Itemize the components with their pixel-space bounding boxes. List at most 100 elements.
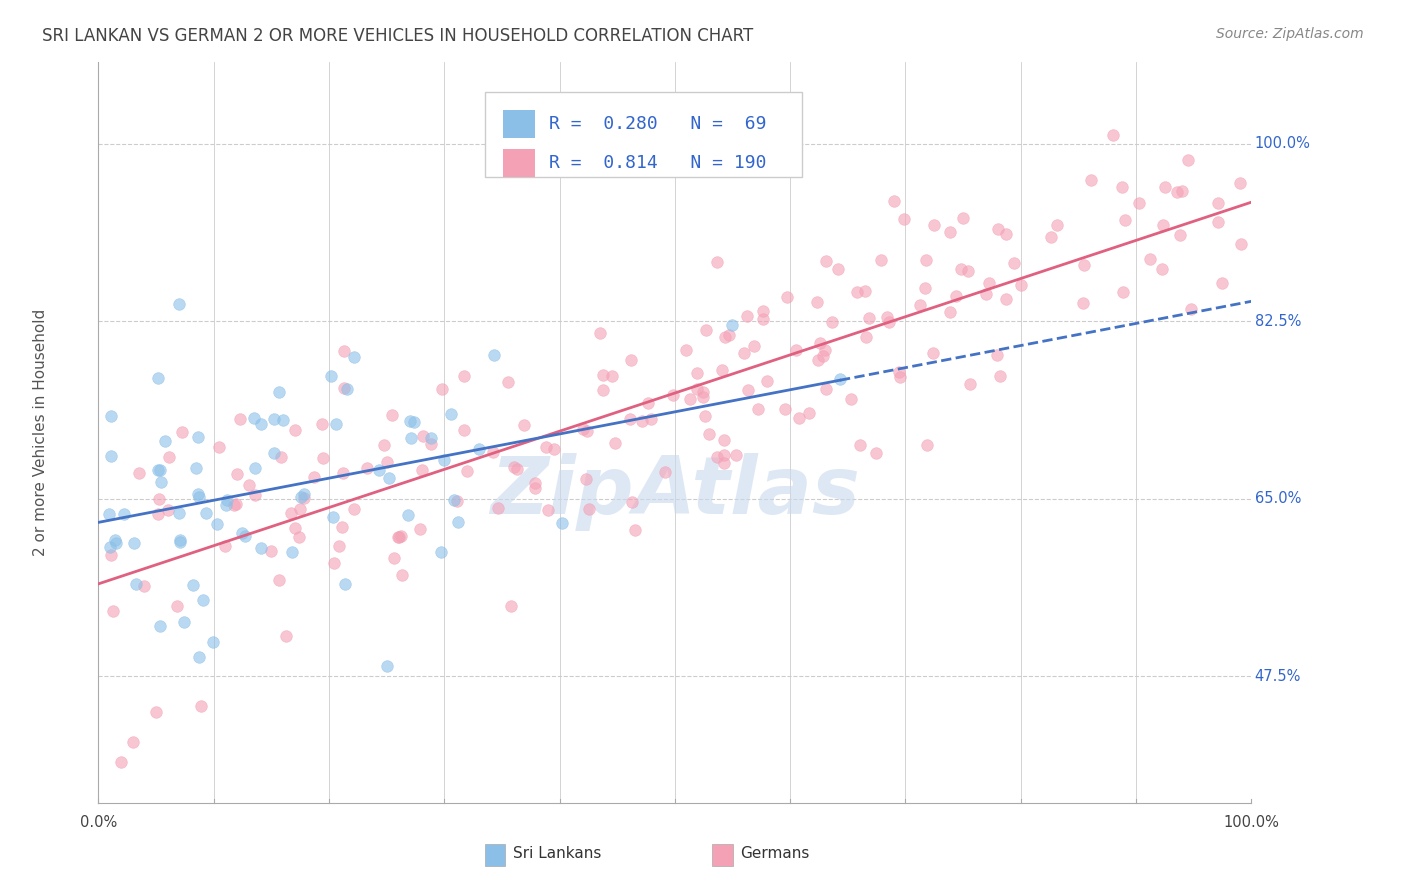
Point [375, 659, 398, 673]
Point [807, 352, 830, 367]
Point [853, 284, 876, 298]
Point [915, 253, 938, 268]
Point [572, 422, 595, 436]
Point [235, 528, 257, 542]
Point [377, 471, 399, 485]
Point [686, 383, 709, 397]
Point [602, 368, 624, 383]
Point [956, 264, 979, 278]
Point [322, 556, 344, 570]
Point [752, 304, 775, 318]
Point [420, 431, 443, 445]
Point [304, 470, 326, 484]
Text: Sri Lankans: Sri Lankans [513, 846, 602, 861]
Point [243, 411, 266, 425]
Point [104, 533, 127, 548]
Point [399, 414, 422, 428]
Point [876, 310, 898, 324]
Point [776, 290, 799, 304]
Point [733, 346, 755, 360]
Point [1112, 285, 1135, 300]
Point [155, 434, 177, 448]
Point [292, 487, 315, 501]
Point [249, 541, 271, 555]
Point [288, 530, 311, 544]
Point [721, 318, 744, 332]
Point [713, 456, 735, 470]
Point [447, 516, 470, 530]
Point [695, 409, 717, 424]
Point [281, 545, 304, 559]
Point [592, 383, 614, 397]
Text: ZipAtlas: ZipAtlas [489, 453, 860, 531]
Point [335, 577, 357, 591]
Point [167, 506, 190, 520]
Point [543, 442, 565, 456]
Point [1166, 185, 1188, 199]
Bar [485, 92, 801, 178]
Point [855, 330, 877, 344]
Point [388, 530, 411, 544]
Point [697, 427, 720, 442]
Point [375, 455, 398, 469]
Point [949, 262, 972, 277]
Point [132, 579, 155, 593]
Point [486, 500, 509, 515]
Point [114, 508, 136, 522]
Point [534, 440, 557, 454]
Point [319, 369, 342, 384]
Point [404, 415, 426, 429]
Point [367, 463, 389, 477]
Point [103, 604, 125, 618]
Point [706, 254, 728, 268]
Point [821, 315, 844, 329]
Point [222, 498, 245, 512]
Point [100, 409, 122, 423]
Point [808, 336, 831, 351]
Point [201, 635, 224, 649]
Text: 47.5%: 47.5% [1254, 668, 1301, 683]
Point [713, 448, 735, 462]
Point [506, 462, 529, 476]
Point [181, 578, 204, 592]
Point [1102, 128, 1125, 143]
Point [945, 289, 967, 303]
Point [578, 501, 600, 516]
Point [994, 292, 1017, 306]
Point [269, 573, 291, 587]
Point [343, 501, 366, 516]
Point [1111, 179, 1133, 194]
Point [915, 437, 938, 451]
Point [409, 522, 432, 536]
Point [623, 523, 645, 537]
Bar [711, 844, 733, 866]
Point [714, 330, 737, 344]
Point [193, 593, 215, 607]
Point [146, 370, 169, 384]
Point [1128, 195, 1150, 210]
Point [1152, 219, 1174, 233]
Point [453, 368, 475, 383]
Point [588, 326, 610, 340]
Text: 65.0%: 65.0% [1254, 491, 1301, 506]
Point [169, 533, 191, 547]
Point [382, 551, 405, 566]
Point [679, 392, 702, 406]
Point [149, 463, 172, 477]
Text: Source: ZipAtlas.com: Source: ZipAtlas.com [1216, 27, 1364, 41]
Point [280, 507, 302, 521]
Point [215, 498, 238, 512]
Text: 0.0%: 0.0% [80, 815, 117, 830]
Point [290, 490, 312, 504]
Point [217, 492, 239, 507]
Point [637, 395, 659, 409]
Point [430, 382, 453, 396]
Point [332, 382, 354, 396]
Point [621, 494, 644, 508]
Point [1177, 153, 1199, 168]
Point [170, 425, 193, 440]
Point [988, 369, 1011, 384]
Point [787, 411, 810, 425]
Point [952, 211, 974, 226]
Point [328, 539, 350, 553]
